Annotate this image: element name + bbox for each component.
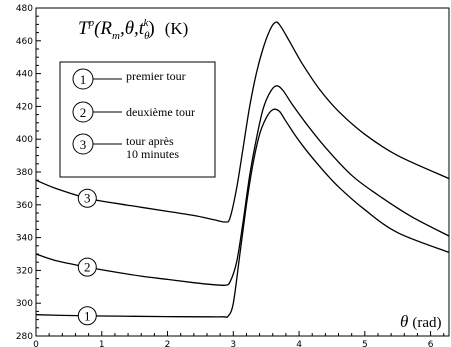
- y-tick-label: 480: [16, 4, 33, 14]
- legend-label-2: deuxième tour: [126, 105, 195, 119]
- x-tick-label: 6: [428, 340, 434, 347]
- y-tick-label: 280: [16, 332, 33, 342]
- legend-label-3-line1: tour après: [126, 134, 174, 148]
- x-tick-label: 4: [296, 340, 302, 347]
- legend-item-3: 3 tour après 10 minutes: [72, 133, 179, 161]
- legend-label-1: premier tour: [126, 69, 186, 83]
- legend-marker-1-text: 1: [80, 72, 87, 87]
- x-tick-label: 2: [165, 340, 171, 347]
- series-line-3: [35, 21, 450, 223]
- y-ticks: 280 300 320 340 360 380 400 420 440 460 480: [16, 4, 41, 342]
- y-tick-label: 440: [16, 70, 33, 80]
- series-marker-2: [77, 257, 97, 277]
- x-tick-label: 3: [230, 340, 236, 347]
- y-tick-label: 400: [16, 135, 33, 145]
- y-tick-label: 380: [16, 168, 33, 178]
- y-tick-label: 340: [16, 234, 33, 244]
- y-tick-label: 300: [16, 299, 33, 309]
- series-line-1: [35, 108, 450, 319]
- legend-marker-2-text: 2: [80, 105, 87, 120]
- legend-label-3: tour après 10 minutes: [126, 134, 179, 161]
- legend: 1 premier tour 2 deuxième tour 3 tour ap…: [59, 61, 216, 178]
- x-ticks: 0 1 2 3 4 5 6: [33, 331, 445, 347]
- legend-marker-3-text: 3: [80, 137, 87, 152]
- legend-label-3-line2: 10 minutes: [126, 147, 179, 161]
- series-marker-2-text: 2: [84, 260, 91, 275]
- series-marker-1: [77, 306, 97, 326]
- series-lines: [35, 21, 450, 319]
- x-tick-label: 1: [99, 340, 105, 347]
- series-markers: 1 2 3: [77, 188, 97, 326]
- y-tick-label: 360: [16, 201, 33, 211]
- series-line-2: [35, 85, 450, 286]
- legend-item-2: 2 deuxième tour: [72, 101, 195, 123]
- y-axis-label: Tp(Rm,θ,tθk) (K): [78, 17, 188, 42]
- series-marker-1-text: 1: [84, 308, 91, 323]
- y-tick-label: 320: [16, 266, 33, 276]
- x-axis-label: θ (rad): [400, 312, 442, 331]
- legend-item-1: 1 premier tour: [72, 68, 186, 90]
- series-marker-3: [77, 188, 97, 208]
- series-marker-3-text: 3: [84, 191, 91, 206]
- x-tick-label: 0: [33, 340, 39, 347]
- x-tick-label: 5: [362, 340, 368, 347]
- y-tick-label: 460: [16, 37, 33, 47]
- y-tick-label: 420: [16, 102, 33, 112]
